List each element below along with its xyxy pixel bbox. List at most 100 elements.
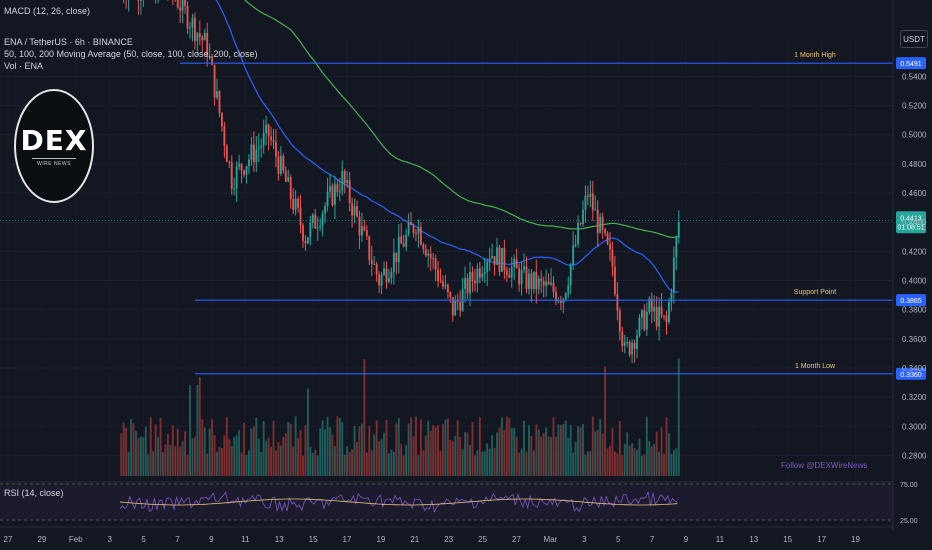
volume-bar [557,424,560,476]
volume-bar [198,376,201,476]
candle-body [373,263,376,265]
candle-body [289,177,292,199]
candle-body [348,179,351,204]
volume-bar [363,359,366,476]
logo-divider [32,158,76,159]
candle-body [311,214,314,223]
currency-button[interactable]: USDT [900,30,928,48]
price-tick: 0.4600 [902,189,927,198]
candle-body [429,253,432,259]
volume-bar [260,451,263,476]
price-tick: 0.5400 [902,72,927,81]
volume-bar [601,433,604,476]
time-tick: 13 [275,535,284,544]
candle-body [343,170,346,184]
candle-body [228,161,231,163]
candle-body [510,267,513,278]
price-tick: 0.3200 [902,393,927,402]
time-tick: 19 [851,535,860,544]
candle-body [653,306,656,312]
time-tick: 17 [817,535,826,544]
volume-bar [609,445,611,476]
candle-body [550,282,552,285]
candle-body [466,277,469,294]
price-tick: 0.3000 [902,422,927,431]
rsi-line [119,491,678,513]
volume-bar [471,422,474,476]
candle-body [324,205,327,214]
volume-bar [287,421,290,476]
candle-body [184,0,187,6]
volume-bar [623,443,626,476]
volume-bar [230,446,233,476]
volume-bar [513,428,516,476]
volume-bar [390,449,393,476]
volume-bar [508,418,511,476]
candle-body [562,299,565,303]
candle-body [375,263,378,275]
candle-body [446,284,449,293]
volume-bar [545,427,548,476]
volume-bar [631,443,634,476]
candle-body [535,271,538,290]
time-tick: 25 [478,535,487,544]
candle-body [402,243,405,247]
volume-bar [577,426,579,476]
candle-body [505,270,508,275]
candle-body [363,226,366,231]
candle-body [314,214,317,229]
time-tick: 7 [650,535,655,544]
candle-body [633,342,636,349]
candle-body [383,268,385,275]
volume-bar [552,417,555,476]
volume-bar [670,453,673,476]
volume-bar [316,455,319,476]
candle-body [481,273,484,278]
volume-bar [370,450,373,476]
volume-bar [476,450,479,476]
volume-bar [604,366,607,476]
candle-body [586,195,589,197]
volume-bar [486,443,489,476]
volume-bar [238,430,241,476]
volume-bar [510,427,513,476]
volume-bar [191,438,194,476]
volume-bar [432,425,435,476]
candle-body [287,177,290,182]
candle-body [218,91,221,114]
volume-bar [383,432,385,476]
price-tick: 0.3400 [902,364,927,373]
volume-bar [250,428,253,476]
volume-bar [518,452,521,476]
candle-body [532,271,535,290]
volume-bar [348,451,351,476]
candle-body [528,273,530,290]
volume-bar [358,426,361,476]
candle-body [216,91,218,98]
volume-bar [412,436,415,476]
volume-bar [442,424,444,476]
price-tick: 0.4800 [902,160,927,169]
candle-body [542,280,545,286]
volume-bar [643,454,646,476]
time-tick: 17 [343,535,352,544]
time-tick: 27 [4,535,13,544]
volume-bar [493,447,496,476]
candle-body [589,193,592,197]
candle-body [277,156,280,174]
candle-body [189,27,191,29]
volume-bar [289,423,292,476]
volume-bar [203,427,206,476]
ma100-line [215,0,679,293]
ma200-path [244,0,679,239]
price-tick: 0.3600 [902,335,927,344]
volume-bar [591,416,594,476]
volume-bar [130,419,132,476]
candle-body [245,166,248,175]
volume-bar [336,416,339,476]
volume-bar [586,451,589,476]
volume-bar [193,436,196,476]
volume-bar [181,441,184,476]
volume-bar [218,447,221,476]
